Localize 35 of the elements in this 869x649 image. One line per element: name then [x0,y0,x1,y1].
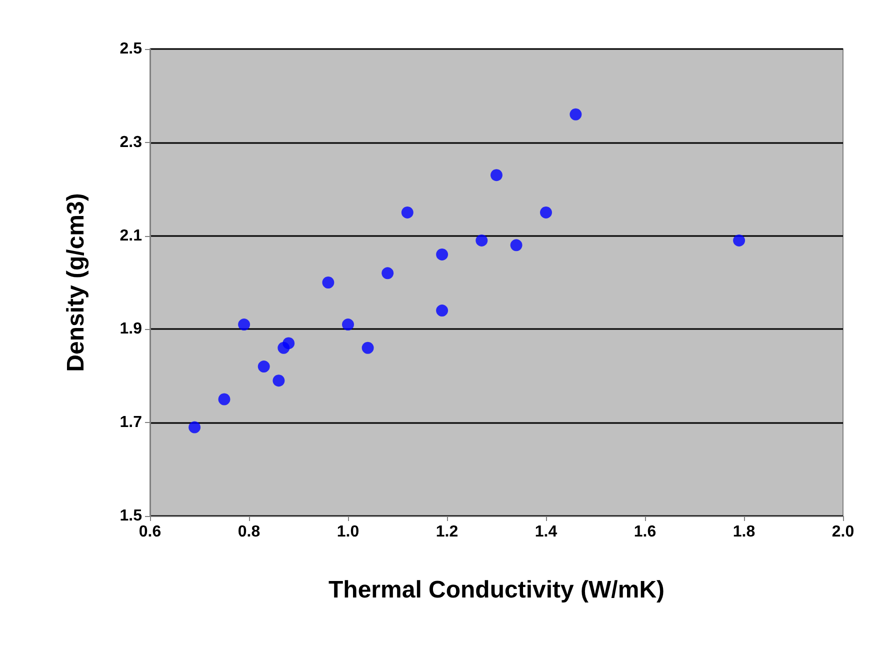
y-tick-label: 1.9 [120,320,142,338]
point [188,421,201,434]
point [510,239,522,252]
point [282,337,295,350]
x-axis-title: Thermal Conductivity (W/mK) [328,576,665,604]
point [322,276,334,288]
point [476,234,488,246]
x-tick-label: 1.6 [634,524,656,540]
y-axis-title: Density (g/cm3) [62,193,90,372]
x-tick-label: 1.4 [534,524,558,540]
point [540,206,552,218]
y-tick-label: 1.7 [120,414,142,432]
x-tick-label: 1.2 [436,524,458,540]
point [258,360,270,373]
x-tick-label: 0.8 [238,524,260,540]
point [436,248,448,260]
y-tick-label: 2.1 [120,227,142,244]
point [401,206,414,218]
y-tick-label: 1.5 [120,508,142,524]
point [218,393,230,406]
y-tick-label: 2.5 [120,40,142,58]
point [272,374,285,387]
x-tick-label: 2.0 [832,524,854,540]
point [733,234,746,246]
point [436,304,448,317]
point [570,108,582,120]
point [490,169,502,182]
point [342,318,354,331]
x-tick-label: 1.8 [732,524,756,540]
x-tick-label: 0.6 [138,524,162,540]
y-tick-label: 2.3 [120,134,142,151]
point [238,318,250,331]
x-tick-label: 1.0 [336,524,360,540]
point [382,267,394,280]
point [362,342,374,354]
